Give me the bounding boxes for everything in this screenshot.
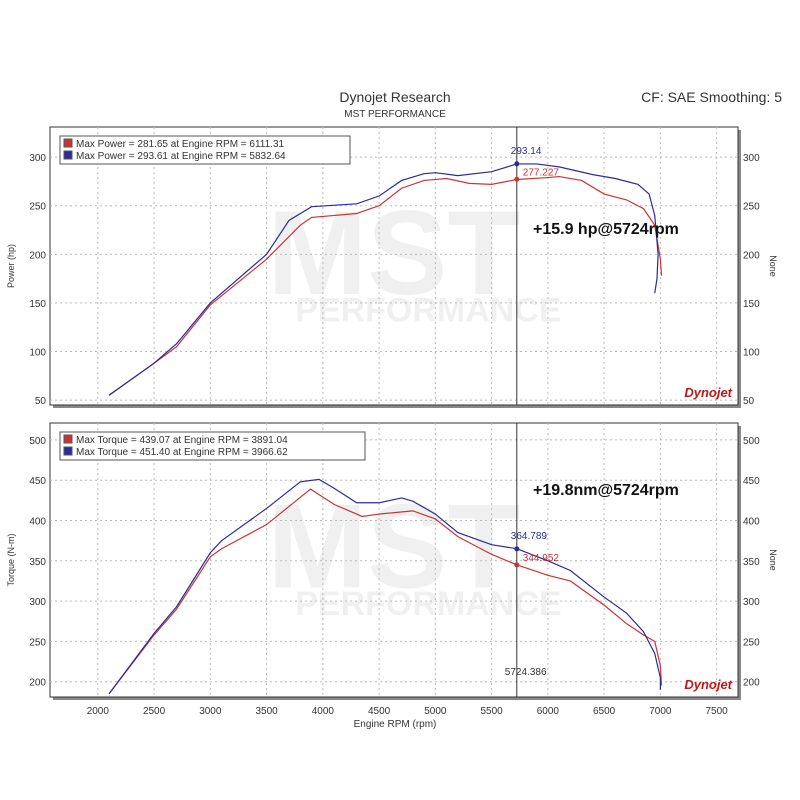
x-tick-label: 6000 (537, 706, 560, 717)
settings-label: CF: SAE Smoothing: 5 (641, 89, 782, 105)
y-tick-label-right: 300 (743, 597, 760, 608)
y-tick-label-right: 100 (743, 348, 760, 359)
x-tick-label: 4000 (312, 706, 335, 717)
y-tick-label: 200 (29, 678, 46, 689)
y-tick-label-right: 250 (743, 637, 760, 648)
y-tick-label: 350 (29, 557, 46, 568)
y-tick-label-right: 250 (743, 202, 760, 213)
chart-subtitle: MST PERFORMANCE (344, 109, 446, 120)
y-tick-label: 100 (29, 348, 46, 359)
legend-entry-run2: Max Power = 293.61 at Engine RPM = 5832.… (76, 151, 286, 162)
plot-area (49, 422, 739, 698)
y-axis-label: Torque (N-m) (6, 533, 16, 586)
cursor-value-label: 364.789 (511, 531, 548, 542)
chart-title: Dynojet Research (339, 89, 450, 105)
y-tick-label: 250 (29, 202, 46, 213)
x-tick-label: 4500 (368, 706, 391, 717)
legend-entry-run2: Max Torque = 451.40 at Engine RPM = 3966… (76, 447, 288, 458)
x-tick-label: 7000 (649, 706, 672, 717)
dynojet-logo: Dynojet (684, 677, 732, 692)
cursor-value-label: 344.952 (523, 553, 560, 564)
cursor-marker (514, 176, 520, 182)
x-tick-label: 2000 (87, 706, 110, 717)
legend-entry-run1: Max Power = 281.65 at Engine RPM = 6111.… (76, 139, 285, 150)
cursor-value-label: 277.227 (523, 167, 560, 178)
legend-swatch-run1 (63, 434, 73, 444)
y-axis-label-right: None (768, 549, 778, 571)
cursor-value-label: 293.14 (511, 146, 542, 157)
x-tick-label: 3500 (255, 706, 278, 717)
watermark-text: PERFORMANCE (295, 585, 561, 623)
cursor-marker (514, 562, 520, 568)
y-axis-label: Power (hp) (6, 244, 16, 288)
y-tick-label-right: 450 (743, 476, 760, 487)
x-axis-label: Engine RPM (rpm) (354, 719, 437, 730)
y-tick-label-right: 500 (743, 436, 760, 447)
y-tick-label-right: 50 (743, 396, 755, 407)
watermark-logo: MST (267, 479, 520, 613)
plot-area (49, 126, 739, 406)
watermark-text: PERFORMANCE (295, 292, 561, 330)
legend-swatch-run1 (63, 138, 73, 148)
series-line-run1 (108, 175, 663, 396)
y-tick-label: 450 (29, 476, 46, 487)
y-tick-label: 500 (29, 436, 46, 447)
y-tick-label: 300 (29, 597, 46, 608)
y-tick-label-right: 400 (743, 517, 760, 528)
legend-swatch-run2 (63, 150, 73, 160)
cursor-rpm-label: 5724.386 (505, 667, 547, 678)
y-tick-label: 300 (29, 153, 46, 164)
y-axis-label-right: None (768, 255, 778, 277)
gain-annotation: +19.8nm@5724rpm (533, 482, 679, 499)
x-tick-label: 5000 (424, 706, 447, 717)
y-tick-label: 250 (29, 637, 46, 648)
y-tick-label: 150 (29, 299, 46, 310)
series-line-run1 (108, 488, 663, 695)
x-tick-label: 2500 (143, 706, 166, 717)
y-tick-label-right: 300 (743, 153, 760, 164)
legend-swatch-run2 (63, 446, 73, 456)
y-tick-label: 200 (29, 250, 46, 261)
cursor-marker (514, 161, 520, 167)
y-tick-label-right: 350 (743, 557, 760, 568)
x-tick-label: 7500 (705, 706, 728, 717)
x-tick-label: 5500 (480, 706, 503, 717)
legend-entry-run1: Max Torque = 439.07 at Engine RPM = 3891… (76, 435, 288, 446)
y-tick-label-right: 200 (743, 678, 760, 689)
y-tick-label-right: 150 (743, 299, 760, 310)
y-tick-label-right: 200 (743, 250, 760, 261)
gain-annotation: +15.9 hp@5724rpm (533, 221, 679, 238)
cursor-marker (514, 546, 520, 552)
legend-box (59, 431, 366, 461)
series-line-run2 (108, 478, 661, 695)
y-tick-label: 400 (29, 517, 46, 528)
y-tick-label: 50 (35, 396, 47, 407)
x-tick-label: 6500 (593, 706, 616, 717)
dynojet-logo: Dynojet (684, 385, 732, 400)
x-tick-label: 3000 (199, 706, 222, 717)
series-line-run2 (108, 163, 659, 396)
legend-box (59, 135, 351, 165)
